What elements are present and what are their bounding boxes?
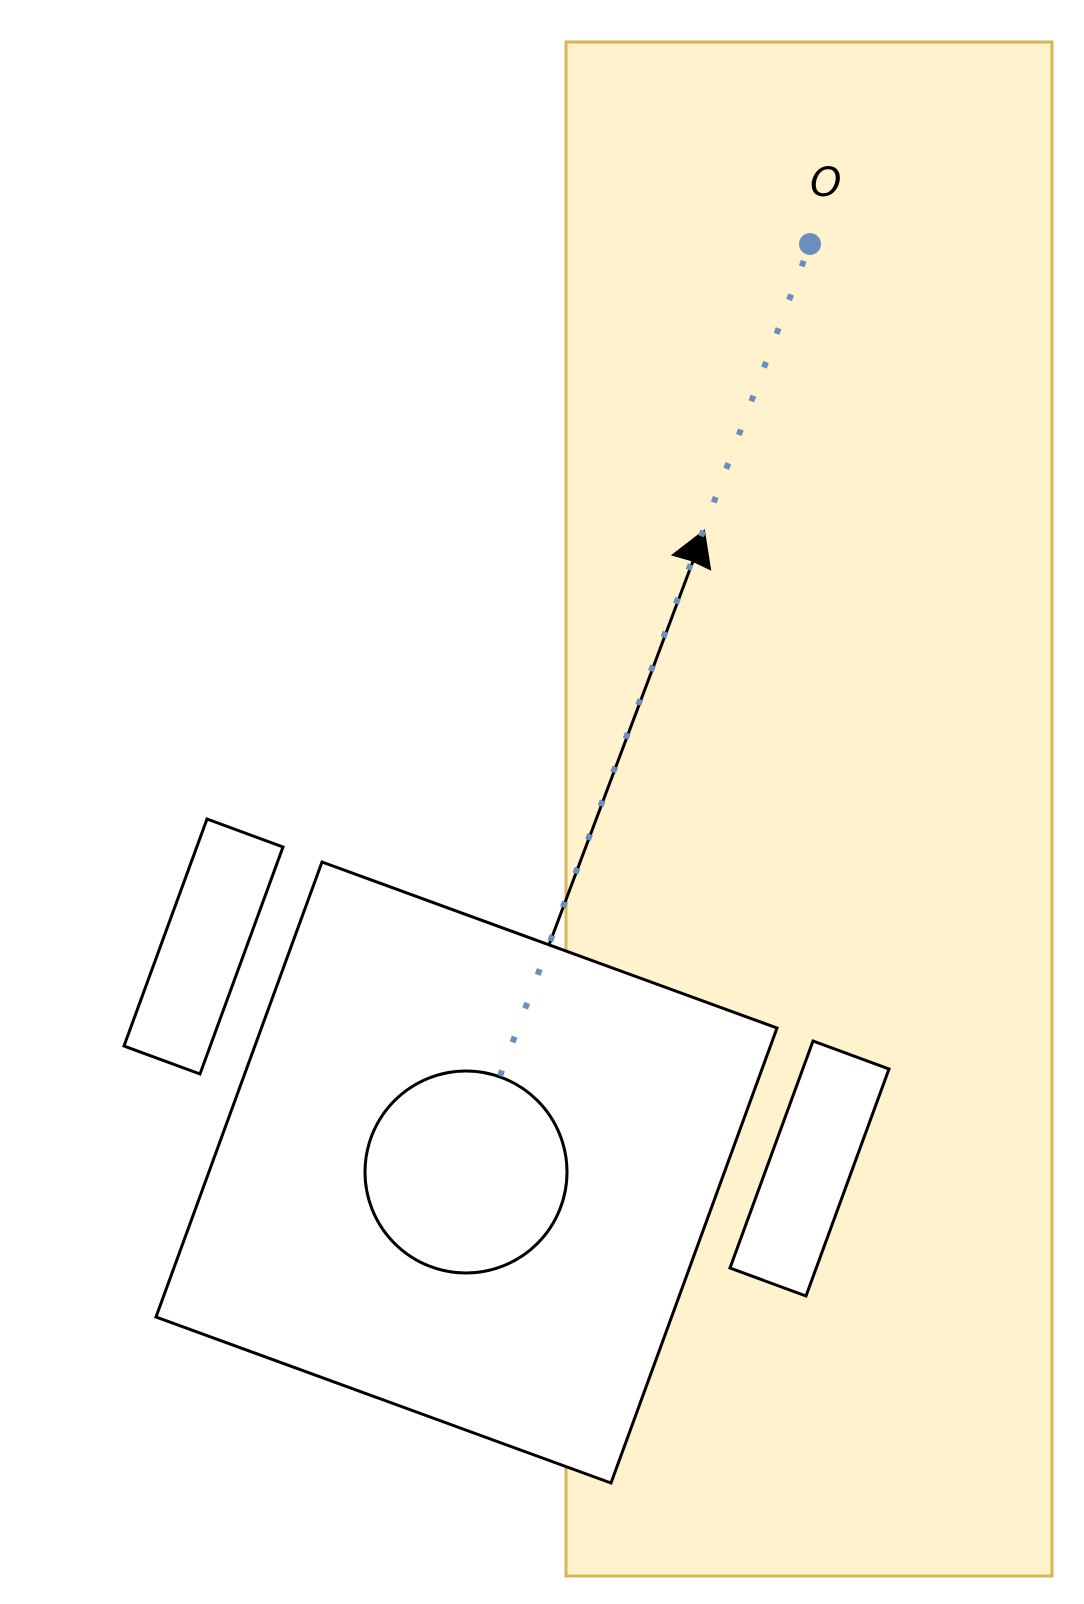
- target-point: [799, 233, 821, 255]
- direction-ray: [497, 242, 813, 1078]
- left-wheel: [122, 817, 285, 1076]
- right-wheel: [728, 1039, 891, 1298]
- target-point-label: O: [810, 160, 841, 206]
- robot-center-circle: [363, 1069, 569, 1275]
- heading-arrow: [547, 529, 712, 946]
